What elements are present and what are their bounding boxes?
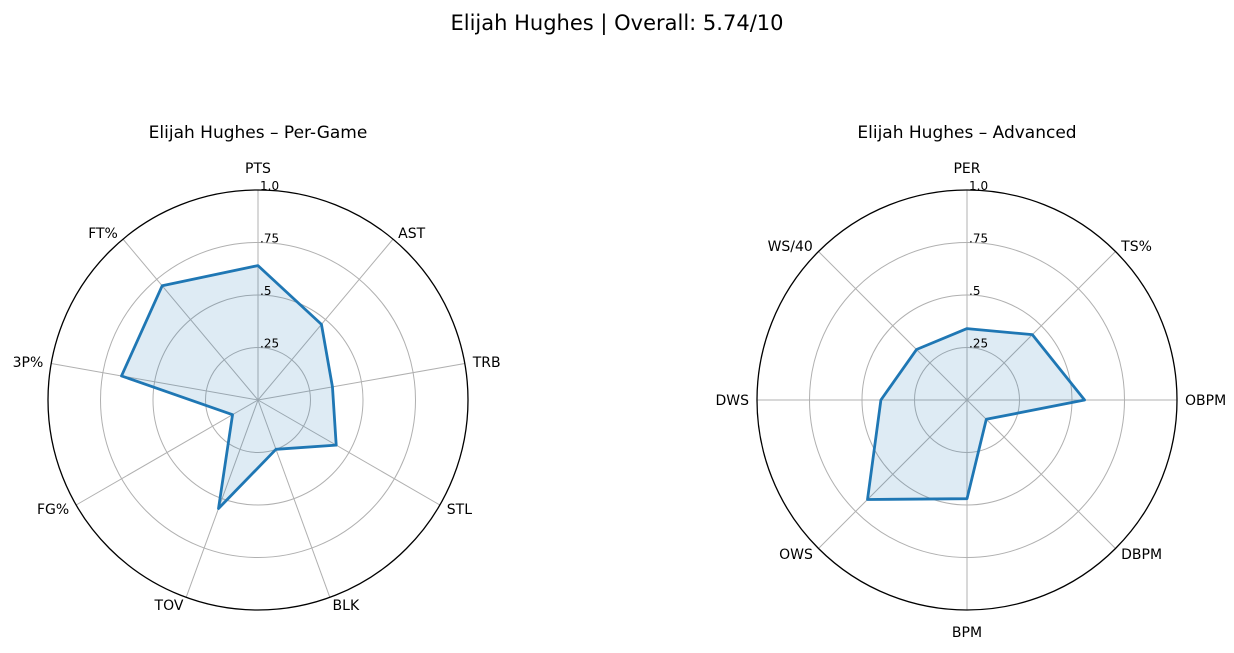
category-label-tov: TOV — [154, 598, 184, 614]
chart-title-per-game: Elijah Hughes – Per-Game — [149, 123, 368, 143]
category-label-ows: OWS — [779, 547, 813, 563]
radial-tick-label: 1.0 — [260, 179, 279, 193]
series-line — [120, 264, 338, 510]
radial-tick-label: .75 — [260, 232, 279, 246]
spoke-ft-pct — [122, 238, 259, 401]
figure-title: Elijah Hughes | Overall: 5.74/10 — [450, 11, 783, 36]
category-label-ts-pct: TS% — [1120, 239, 1152, 255]
category-label-stl: STL — [447, 502, 472, 518]
radial-tick-label: .5 — [969, 284, 980, 298]
category-label-blk: BLK — [333, 598, 360, 614]
series-line — [866, 327, 1086, 501]
radial-tick-label: 1.0 — [969, 179, 988, 193]
category-label-3p-pct: 3P% — [13, 355, 44, 371]
category-label-trb: TRB — [472, 355, 501, 371]
spoke-ows — [818, 399, 968, 549]
radial-tick-label: .75 — [969, 232, 988, 246]
spoke-blk — [257, 399, 331, 598]
category-label-obpm: OBPM — [1185, 393, 1226, 409]
category-label-pts: PTS — [245, 161, 271, 177]
category-label-dbpm: DBPM — [1121, 547, 1162, 563]
spoke-ast — [257, 238, 394, 401]
radial-tick-label: .25 — [260, 337, 279, 351]
category-label-ws-40: WS/40 — [768, 239, 813, 255]
radar-chart-advanced: Elijah Hughes – Advanced .25 .5 .75 1.0 PER T… — [715, 123, 1226, 641]
spoke-ts-pct — [966, 251, 1116, 401]
category-label-ft-pct: FT% — [88, 226, 118, 242]
radar-plot-per-game: .25 .5 .75 1.0 PTS AST TRB STL BLK TOV FG% 3P% FT% — [13, 161, 501, 614]
category-label-fg-pct: FG% — [37, 502, 69, 518]
chart-title-advanced: Elijah Hughes – Advanced — [857, 123, 1076, 143]
spoke-stl — [257, 399, 441, 506]
spoke-3p-pct — [51, 363, 259, 401]
radial-tick-label: .25 — [969, 337, 988, 351]
category-label-bpm: BPM — [952, 625, 982, 641]
radar-chart-per-game: Elijah Hughes – Per-Game .25 .5 .75 1.0 PTS A… — [13, 123, 501, 614]
spoke-tov — [185, 399, 259, 598]
radial-tick-label: .5 — [260, 284, 271, 298]
category-label-dws: DWS — [715, 393, 749, 409]
polar-frame — [756, 189, 1178, 611]
spoke-ws-40 — [818, 251, 968, 401]
category-label-ast: AST — [398, 226, 425, 242]
polar-frame — [47, 189, 469, 611]
spoke-fg-pct — [75, 399, 259, 506]
category-label-per: PER — [953, 161, 980, 177]
spoke-dbpm — [966, 399, 1116, 549]
radar-plot-advanced: .25 .5 .75 1.0 PER TS% OBPM DBPM BPM OWS DWS WS/40 — [715, 161, 1226, 641]
spoke-trb — [257, 363, 465, 401]
series-area — [867, 328, 1085, 500]
